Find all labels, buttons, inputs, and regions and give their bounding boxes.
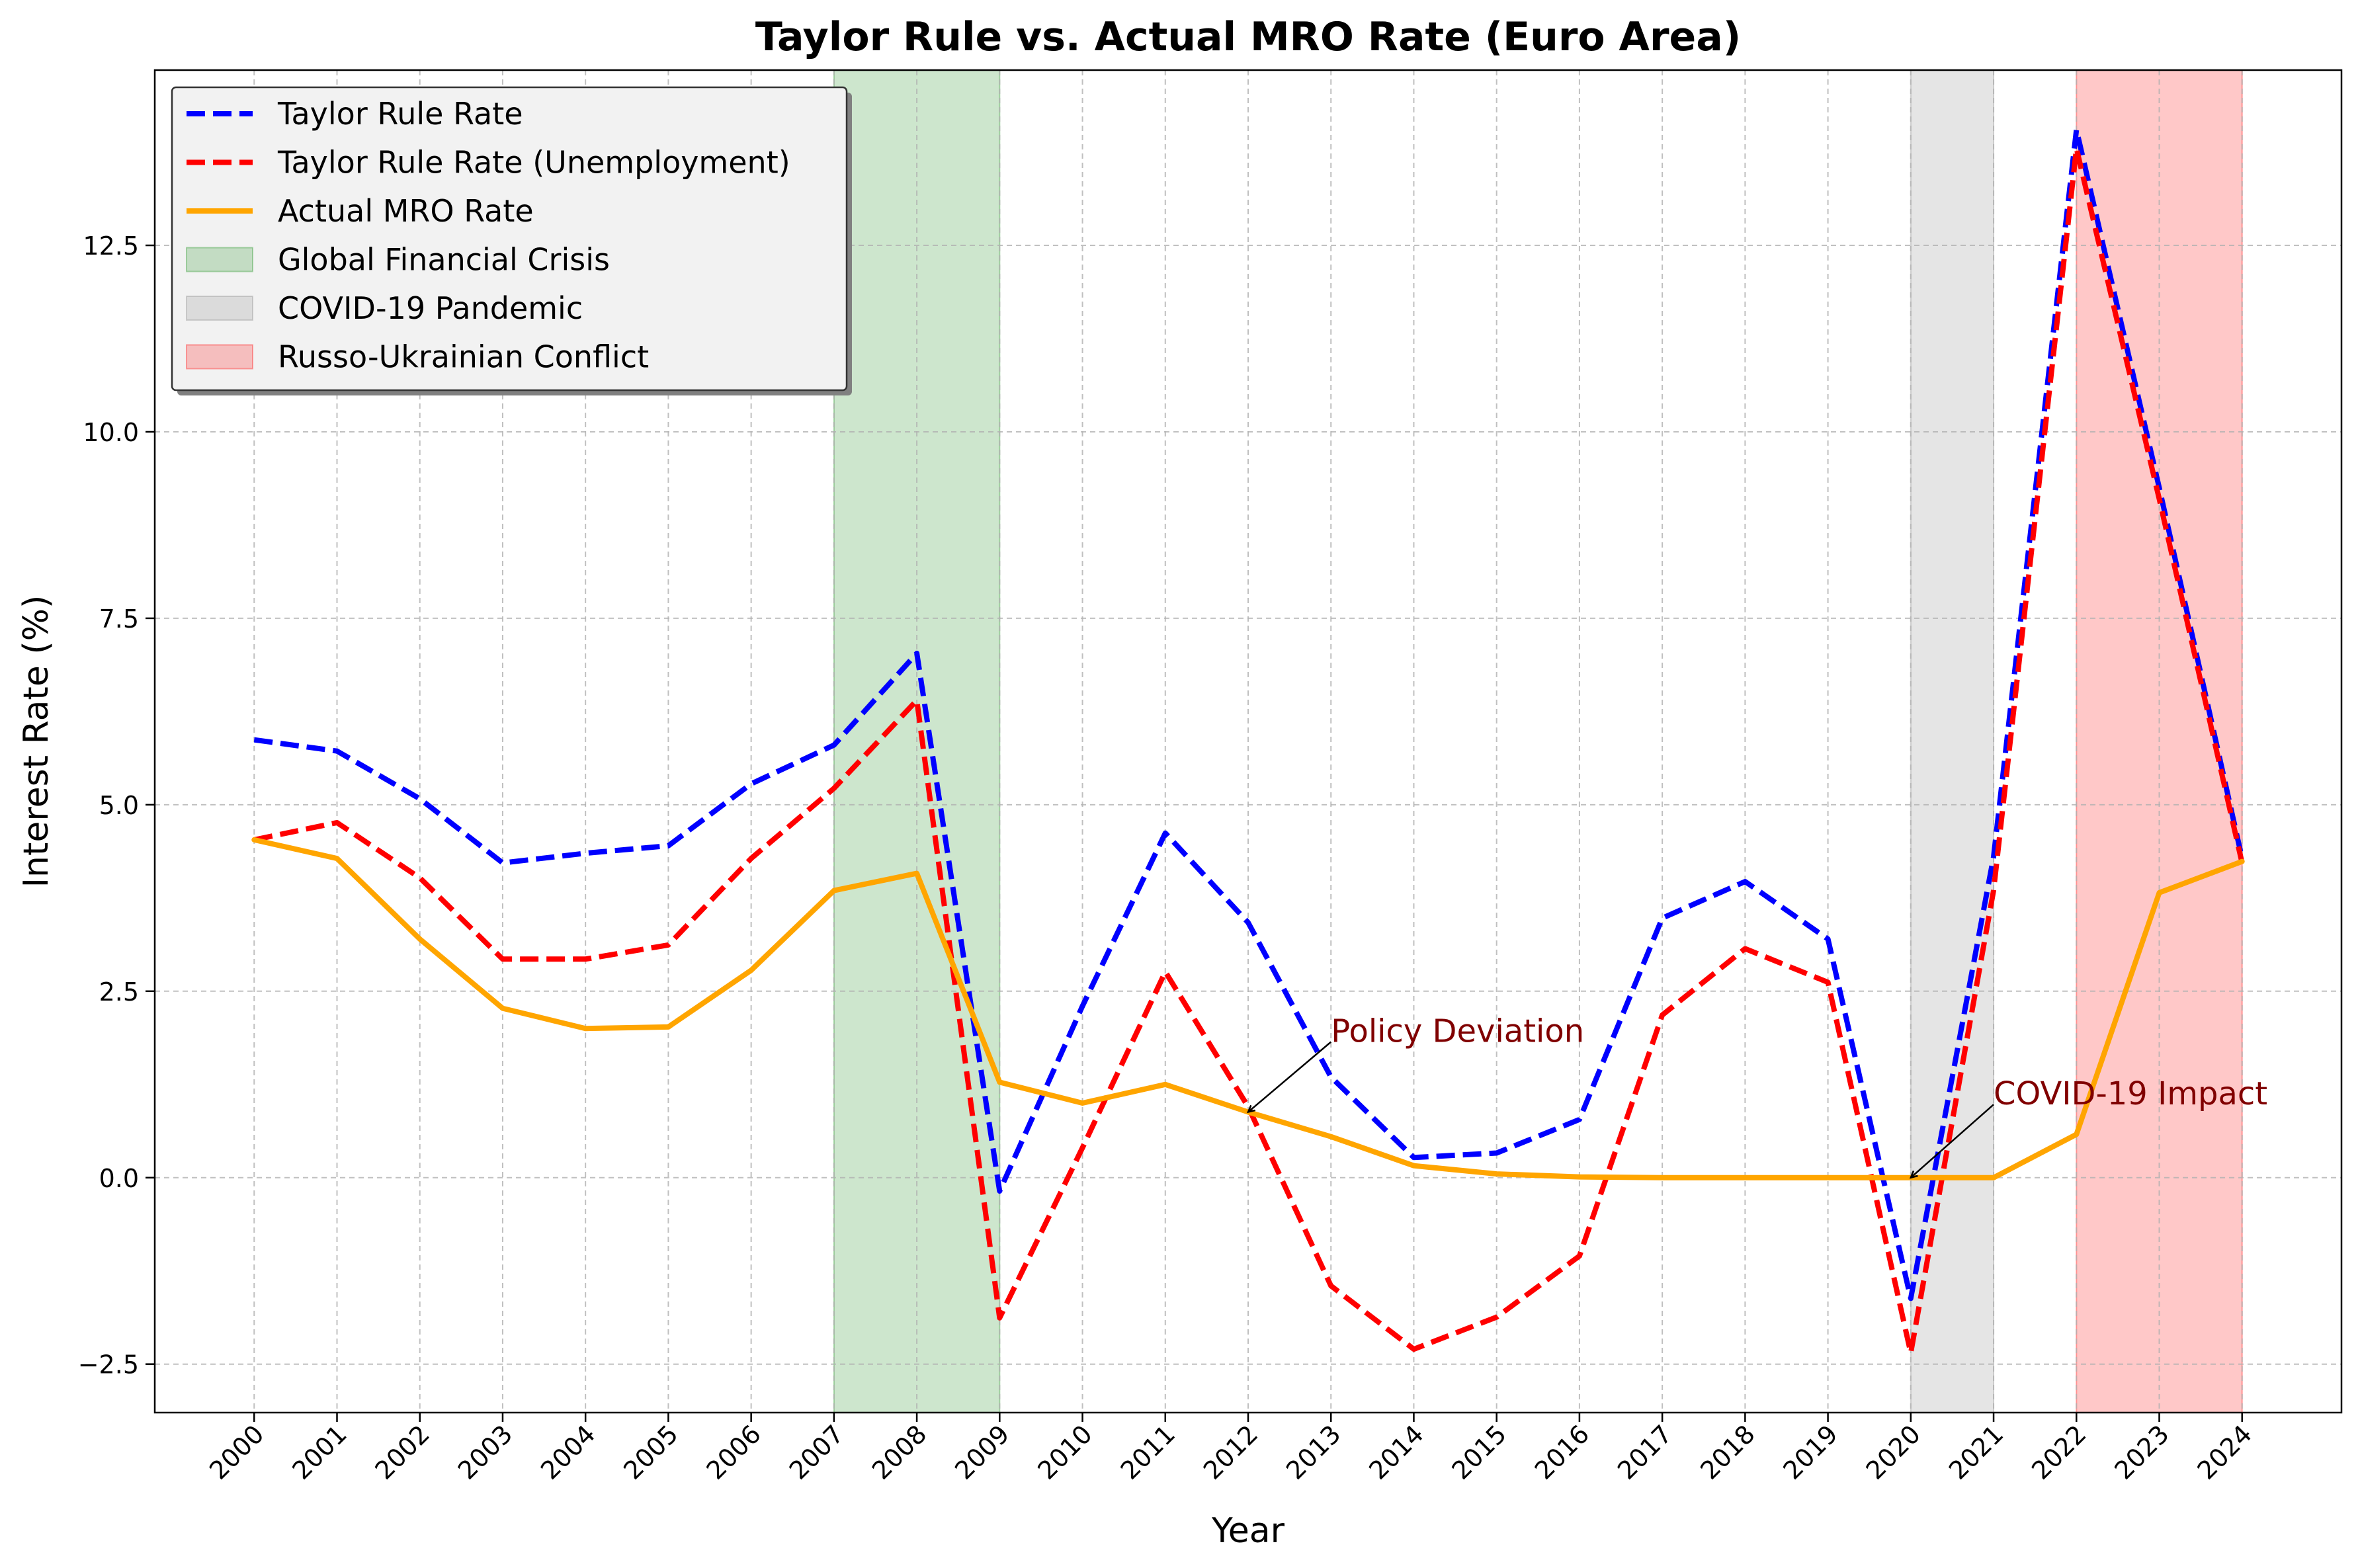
y-axis-ticks: −2.5 0.0 2.5 5.0 7.5 10.0 12.5 [78,231,155,1380]
y-axis-label: Interest Rate (%) [17,595,56,888]
legend-label: Taylor Rule Rate (Unemployment) [277,145,790,181]
legend-swatch-global-financial-crisis [186,247,253,272]
legend-label: Russo-Ukrainian Conflict [278,339,649,375]
region-covid-19-pandemic [1910,69,1995,1413]
y-tick-label: 7.5 [99,604,139,634]
legend-label: Taylor Rule Rate [277,96,523,132]
y-tick-label: 10.0 [83,418,139,447]
series-line-taylor-rule-rate-unemployment [253,145,2245,1356]
y-tick-label: 5.0 [99,791,139,820]
annotation-arrow [1911,1104,1994,1178]
annotation-label: Policy Deviation [1331,1012,1584,1050]
x-axis-label: Year [1211,1511,1285,1551]
legend-swatch-covid-19-pandemic [186,296,253,321]
legend-swatch-russo-ukrainian-conflict [186,344,253,370]
legend: Taylor Rule Rate Taylor Rule Rate (Unempl… [171,86,852,395]
legend-box [171,86,848,392]
series-line-taylor-rule-rate [253,127,2245,1301]
y-tick-label: 12.5 [83,231,139,261]
annotation-arrow [1248,1041,1332,1112]
chart-title: Taylor Rule vs. Actual MRO Rate (Euro Ar… [755,14,1741,60]
annotations: Policy Deviation COVID-19 Impact [1248,1012,2267,1177]
legend-label: Actual MRO Rate [278,193,534,229]
y-tick-label: 0.0 [99,1164,139,1193]
legend-label: Global Financial Crisis [278,242,610,278]
y-tick-label: 2.5 [99,977,139,1007]
annotation-label: COVID-19 Impact [1994,1075,2267,1112]
y-tick-label: −2.5 [78,1350,139,1380]
legend-label: COVID-19 Pandemic [278,290,583,326]
